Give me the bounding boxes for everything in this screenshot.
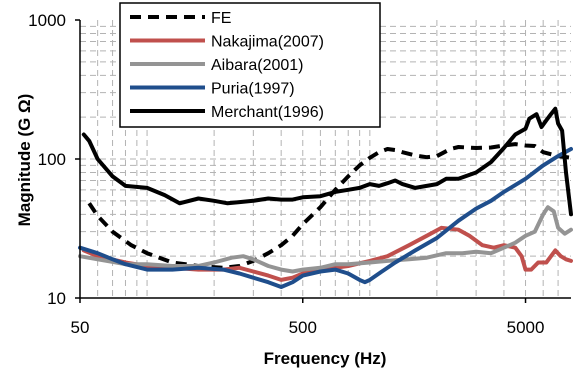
legend-label: Nakajima(2007): [211, 34, 324, 51]
y-axis-title: Magnitude (G Ω): [15, 94, 34, 227]
tick-labels: 50 500 5000 10 100 1000: [28, 11, 544, 337]
y-tick-label: 1000: [28, 11, 66, 30]
series-line-aibara-2001: [78, 205, 573, 274]
x-tick-label: 50: [71, 318, 90, 337]
legend-label: Aibara(2001): [211, 57, 304, 74]
y-tick-label: 10: [47, 289, 66, 308]
legend-label: Merchant(1996): [211, 104, 324, 121]
series-line-merchant-1996: [81, 106, 573, 217]
legend-box: [119, 2, 381, 128]
legend-label: FE: [211, 10, 231, 27]
legend: FE Nakajima(2007) Aibara(2001) Puria(1997) M…: [119, 2, 381, 128]
series-line-puria-1997: [78, 147, 573, 289]
legend-label: Puria(1997): [211, 81, 295, 98]
axes: [75, 19, 571, 303]
x-tick-label: 500: [289, 318, 317, 337]
x-tick-label: 5000: [507, 318, 545, 337]
y-tick-label: 100: [38, 150, 66, 169]
x-axis-title: Frequency (Hz): [264, 349, 387, 368]
series-lines: [78, 106, 573, 289]
